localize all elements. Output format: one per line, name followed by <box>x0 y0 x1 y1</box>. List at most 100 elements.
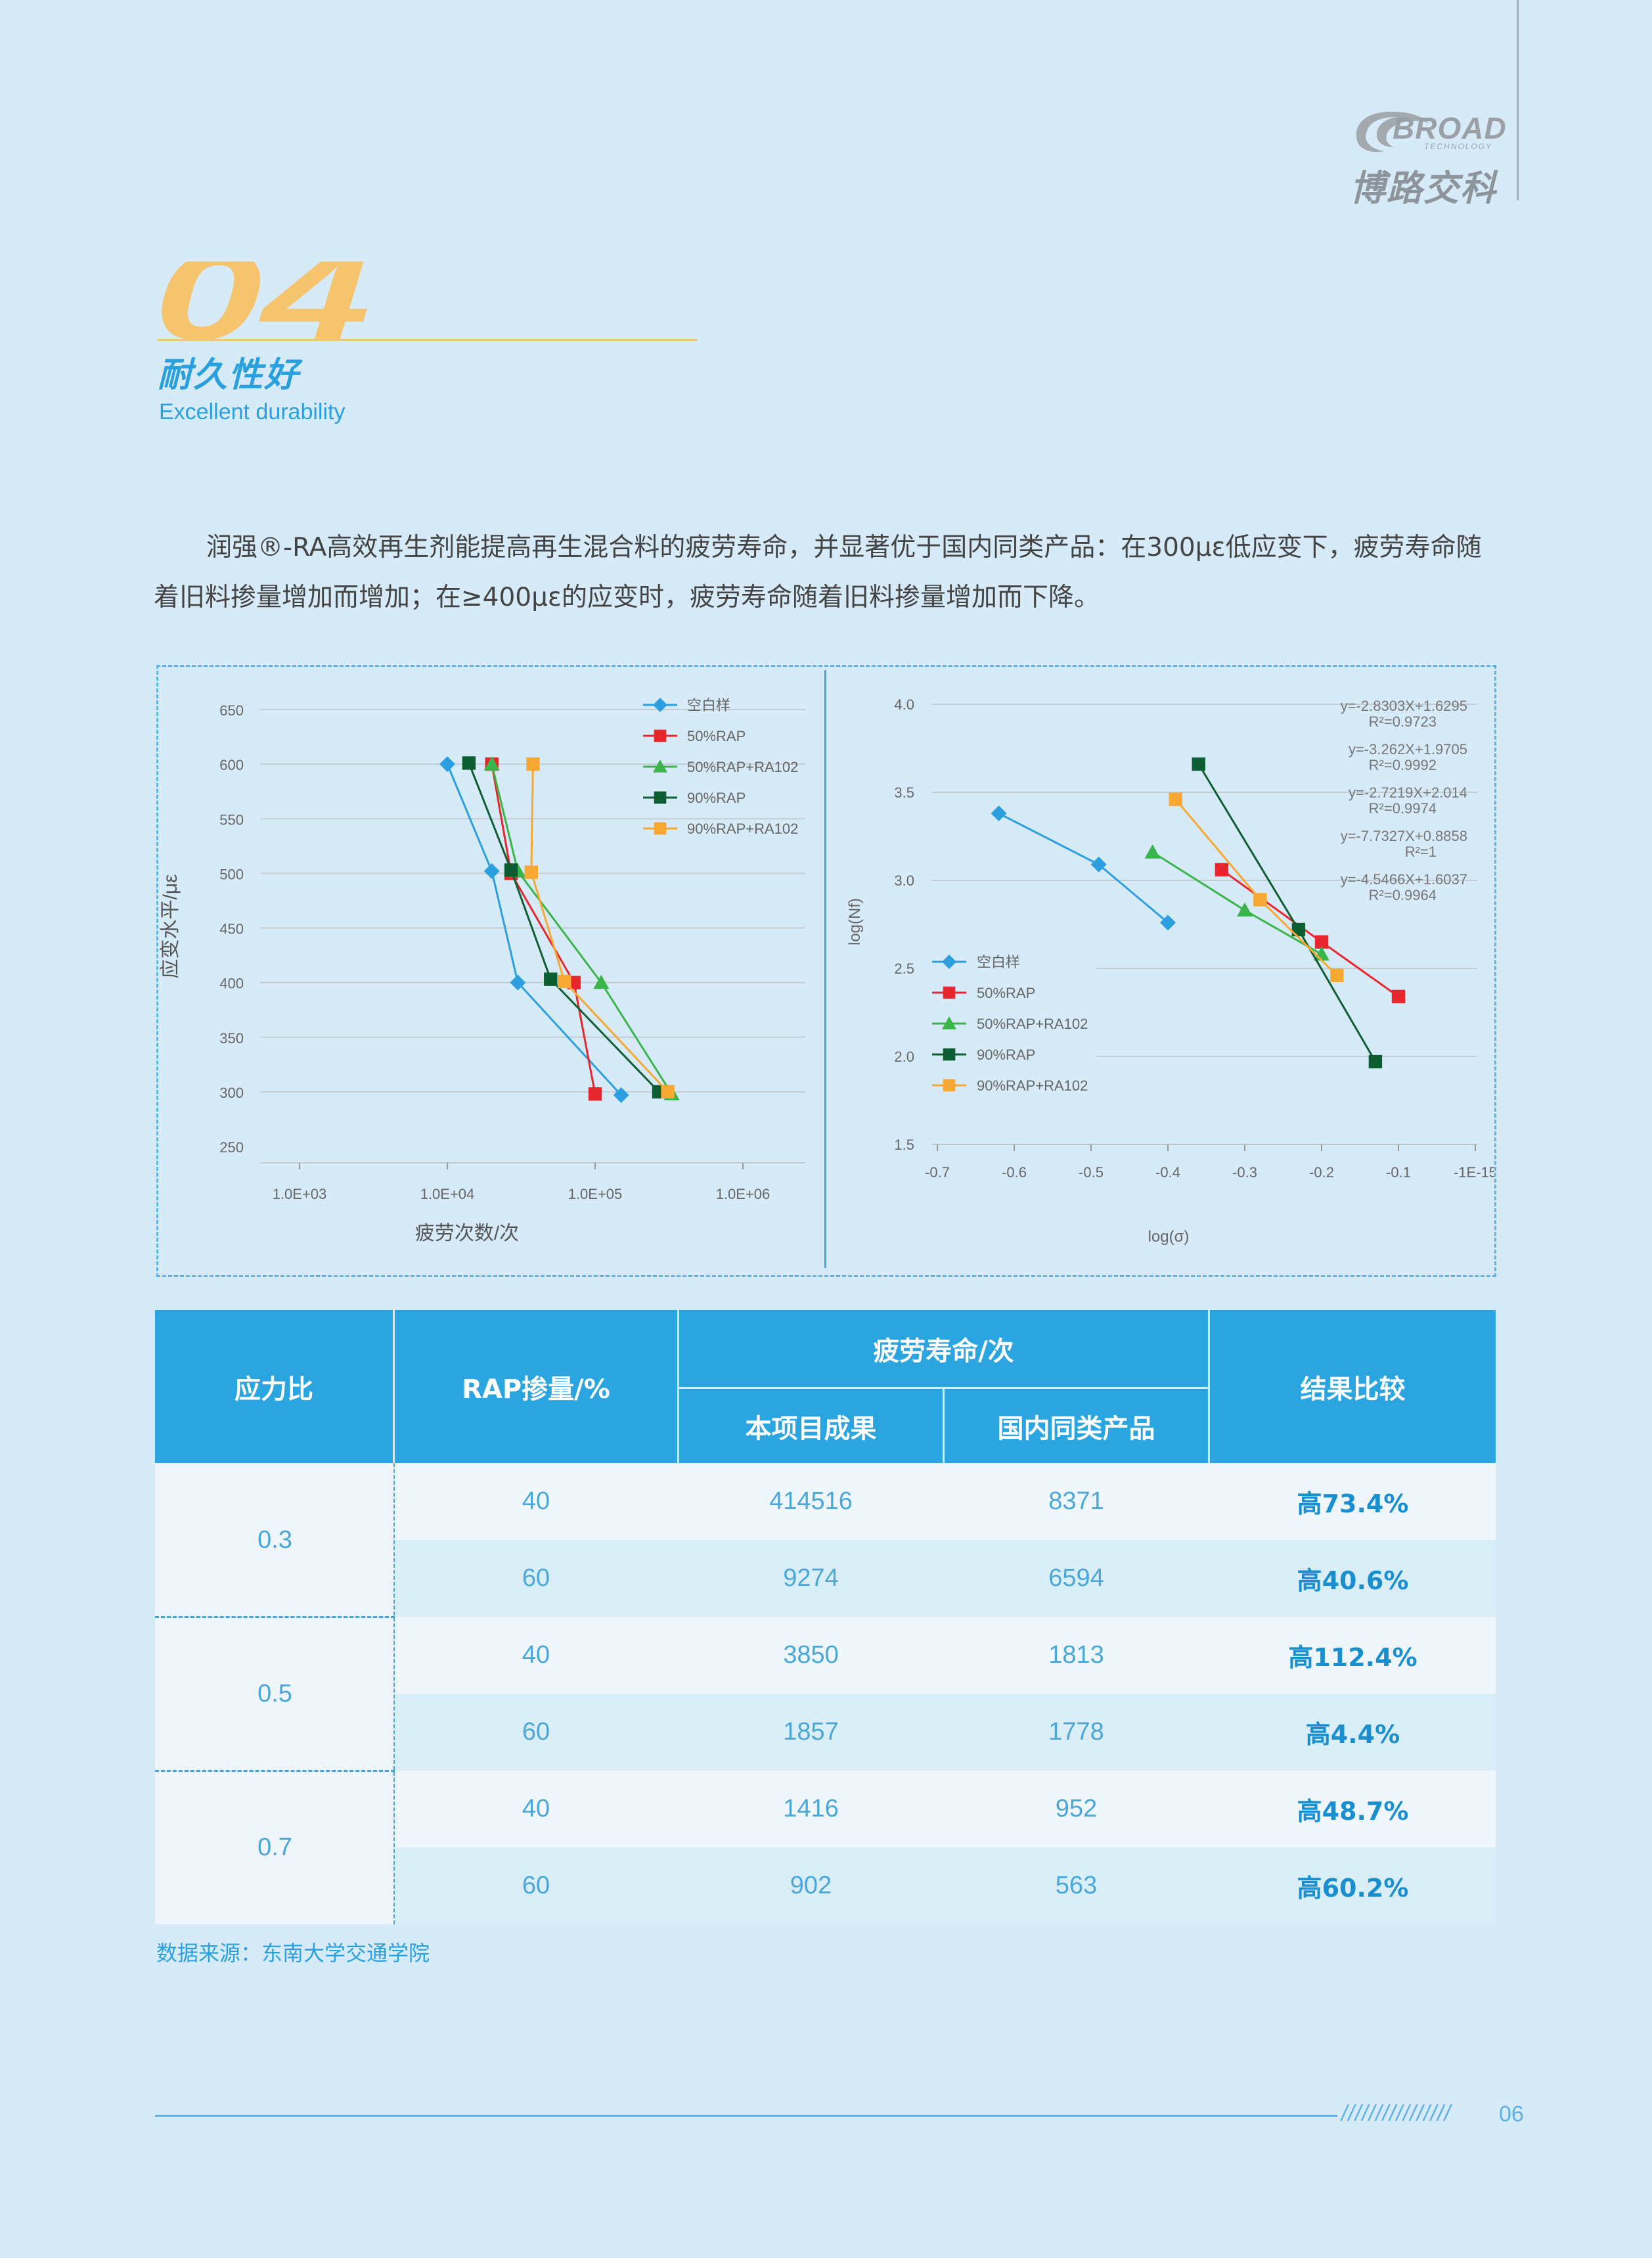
legend-label: 90%RAP <box>977 1047 1035 1063</box>
series-line <box>468 762 660 1093</box>
brand-logo: BROAD TECHNOLOGY 博路交科 <box>1340 105 1507 209</box>
data-point <box>544 972 558 986</box>
data-point <box>593 974 610 989</box>
group-separator <box>155 1770 395 1772</box>
table-row <box>395 1771 1496 1847</box>
domestic-cell: 8371 <box>1048 1487 1104 1515</box>
y-tick-label: 4.0 <box>894 696 914 713</box>
chart-divider <box>824 670 826 1268</box>
comparison-cell: 高112.4% <box>1288 1643 1418 1672</box>
trendline-equation: y=-3.262X+1.9705 <box>1349 741 1467 757</box>
data-point <box>613 1087 629 1103</box>
brand-name-en-sub: TECHNOLOGY <box>1424 142 1493 151</box>
group-stress-ratio: 0.5 <box>155 1617 395 1771</box>
chart-panel <box>156 665 1496 1277</box>
data-point <box>653 759 667 773</box>
data-point <box>654 729 667 742</box>
y-tick-label: 250 <box>219 1139 244 1156</box>
rap-cell: 40 <box>522 1641 550 1669</box>
section-title: 耐久性好 <box>158 355 300 395</box>
header-comparison: 结果比较 <box>1210 1310 1496 1463</box>
series-line <box>491 763 673 1095</box>
header-fatigue: 疲劳寿命/次 <box>679 1310 1208 1387</box>
data-point <box>1391 989 1406 1004</box>
data-point <box>1291 922 1306 937</box>
legend-label: 50%RAP <box>687 728 746 744</box>
legend-label: 90%RAP+RA102 <box>687 821 798 837</box>
header-domestic: 国内同类产品 <box>945 1389 1208 1463</box>
section-rule <box>158 339 698 341</box>
table-row <box>395 1694 1496 1771</box>
y-tick-label: 2.0 <box>894 1049 914 1065</box>
strain-fatigue-chart: 250 300 350 400 450 500 550 600 650 1.0E+03 1.0E+0… <box>160 697 805 1244</box>
y-tick-label: 300 <box>219 1085 244 1101</box>
x-tick-label: -0.1 <box>1386 1164 1411 1181</box>
data-point <box>653 698 667 712</box>
series-line <box>1197 763 1377 1062</box>
header-stress-ratio: 应力比 <box>155 1310 393 1463</box>
data-point <box>1144 844 1161 859</box>
data-point <box>483 756 500 771</box>
brand-name-cn: 博路交科 <box>1350 168 1497 209</box>
series-line <box>446 763 622 1096</box>
y-tick-label: 3.5 <box>894 784 914 801</box>
data-point <box>1314 935 1329 949</box>
data-point <box>654 822 667 835</box>
legend-label: 90%RAP <box>687 790 746 806</box>
table-row <box>395 1847 1496 1924</box>
rap-cell: 60 <box>522 1872 550 1899</box>
footer-decoration: //////////////// <box>1341 2101 1452 2126</box>
data-point <box>943 1048 956 1061</box>
legend-label: 50%RAP <box>977 985 1035 1001</box>
data-point <box>1253 893 1267 907</box>
section-subtitle: Excellent durability <box>159 399 346 424</box>
series-line <box>998 812 1169 924</box>
table-row <box>395 1463 1496 1540</box>
y-axis-title: 应变水平/με <box>160 874 181 979</box>
trendline-equation: y=-4.5466X+1.6037 <box>1341 871 1467 888</box>
x-tick-label: 1.0E+05 <box>568 1186 623 1202</box>
header-this-project: 本项目成果 <box>679 1389 943 1463</box>
y-tick-label: 1.5 <box>894 1137 914 1153</box>
this-project-cell: 3850 <box>783 1641 839 1669</box>
footer-line <box>155 2115 1337 2117</box>
data-point <box>654 791 667 804</box>
log-fatigue-chart: 1.5 2.0 2.5 3.0 3.5 4.0 -0.7 -0.6 -0.5 -0.4 -0.3 -0… <box>846 696 1494 1246</box>
trendline-equation: y=-2.8303X+1.6295 <box>1341 698 1467 714</box>
comparison-cell: 高73.4% <box>1297 1489 1409 1518</box>
trendline-equation: y=-2.7219X+2.014 <box>1349 784 1467 801</box>
y-axis-title: log(Nf) <box>846 898 864 945</box>
data-point <box>462 756 476 770</box>
series-line <box>530 764 669 1093</box>
data-point <box>588 1087 602 1101</box>
domestic-cell: 1778 <box>1048 1718 1104 1746</box>
y-tick-label: 550 <box>219 811 244 828</box>
data-point <box>504 863 518 877</box>
legend-label: 空白样 <box>977 954 1020 970</box>
this-project-cell: 1857 <box>783 1718 839 1746</box>
trendline-r2: R²=0.9964 <box>1369 887 1437 903</box>
rap-cell: 40 <box>522 1487 550 1515</box>
data-point <box>661 1085 675 1099</box>
section-number-text: 04 <box>158 261 370 339</box>
header-rap: RAP掺量/% <box>395 1310 677 1463</box>
x-tick-label: -0.4 <box>1155 1164 1180 1181</box>
domestic-cell: 952 <box>1055 1795 1098 1822</box>
group-column-border <box>393 1463 395 1924</box>
x-tick-label: -0.3 <box>1232 1164 1257 1181</box>
trendline-r2: R²=1 <box>1405 844 1437 860</box>
data-point <box>1192 757 1205 771</box>
data-point <box>942 955 956 969</box>
comparison-cell: 高40.6% <box>1297 1566 1409 1595</box>
brand-name-en: BROAD <box>1393 111 1507 145</box>
rap-cell: 40 <box>522 1795 550 1822</box>
series-line <box>1151 851 1322 955</box>
data-point <box>942 1016 956 1029</box>
x-tick-label: -0.7 <box>925 1164 950 1181</box>
page-number: 06 <box>1499 2102 1524 2127</box>
y-tick-label: 500 <box>219 866 244 882</box>
data-point <box>1160 914 1176 931</box>
trendline-r2: R²=0.9723 <box>1369 713 1437 730</box>
x-axis-title: 疲劳次数/次 <box>415 1223 519 1244</box>
y-tick-label: 450 <box>219 921 244 937</box>
